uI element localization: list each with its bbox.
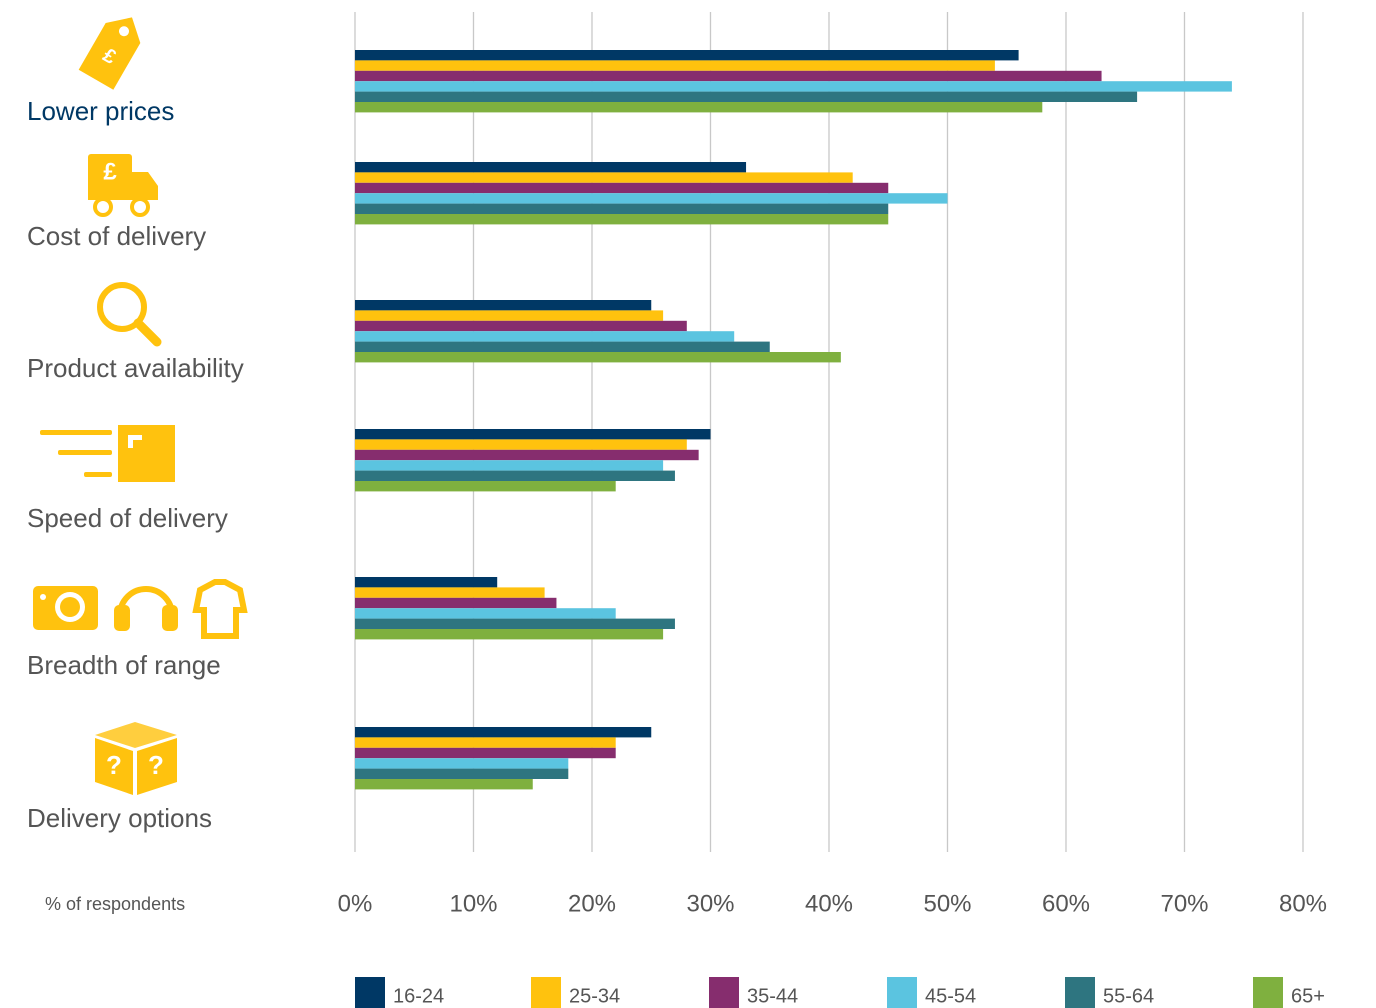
bar [355,182,889,194]
svg-text:£: £ [103,158,117,185]
bar [355,203,889,214]
price-tag-icon: £ [78,17,141,90]
x-tick-label: 60% [1042,890,1090,917]
axis-label: % of respondents [45,894,185,914]
bar [355,587,545,598]
legend-label: 16-24 [393,985,444,1007]
bar [355,618,675,629]
category-label: Breadth of range [27,650,221,680]
bar [355,439,687,450]
x-tick-label: 30% [686,890,734,917]
bar [355,352,841,363]
svg-text:?: ? [106,750,122,780]
speed-icon [40,425,175,482]
category-label: Product availability [27,353,244,383]
bar [355,460,664,471]
bar [355,320,687,332]
bar [355,81,1232,92]
bar [355,629,664,640]
legend-swatch [355,977,385,1008]
bar [355,300,652,311]
bar [355,747,616,759]
x-tick-label: 70% [1160,890,1208,917]
bar [355,577,498,588]
bar [355,608,616,619]
category-label: Cost of delivery [27,221,206,251]
bar [355,60,995,71]
bar [355,429,711,440]
x-tick-label: 20% [568,890,616,917]
bar [355,310,664,321]
bar [355,102,1043,113]
legend-label: 55-64 [1103,985,1154,1007]
truck-icon: £ [88,154,158,217]
bar [355,70,1102,82]
bar [355,737,616,748]
x-tick-label: 80% [1279,890,1327,917]
magnifier-icon [97,282,162,347]
bar [355,597,557,609]
category-label: Delivery options [27,803,212,833]
bar [355,214,889,225]
legend-swatch [1253,977,1283,1008]
legend-label: 65+ [1291,985,1325,1007]
x-tick-label: 0% [338,890,373,917]
bar [355,91,1138,102]
bar [355,470,675,481]
x-tick-label: 50% [923,890,971,917]
bar [355,172,853,183]
legend-label: 25-34 [569,985,620,1007]
bar [355,341,770,352]
bar [355,768,569,779]
bar [355,193,948,204]
legend-label: 35-44 [747,985,798,1007]
legend-swatch [531,977,561,1008]
bar [355,481,616,492]
bar [355,758,569,769]
x-tick-label: 10% [449,890,497,917]
icons: £ £ [33,17,248,795]
bar [355,779,533,790]
category-label: Lower prices [27,96,174,126]
legend-label: 45-54 [925,985,976,1007]
x-tick-label: 40% [805,890,853,917]
bar [355,50,1019,61]
legend-swatch [709,977,739,1008]
range-icons [33,579,248,639]
bar [355,331,735,342]
bar [355,727,652,738]
box-icon: ? ? [95,722,177,795]
legend-swatch [887,977,917,1008]
bar [355,449,699,461]
bar [355,162,747,173]
category-label: Speed of delivery [27,503,228,533]
legend-swatch [1065,977,1095,1008]
svg-text:?: ? [148,750,164,780]
